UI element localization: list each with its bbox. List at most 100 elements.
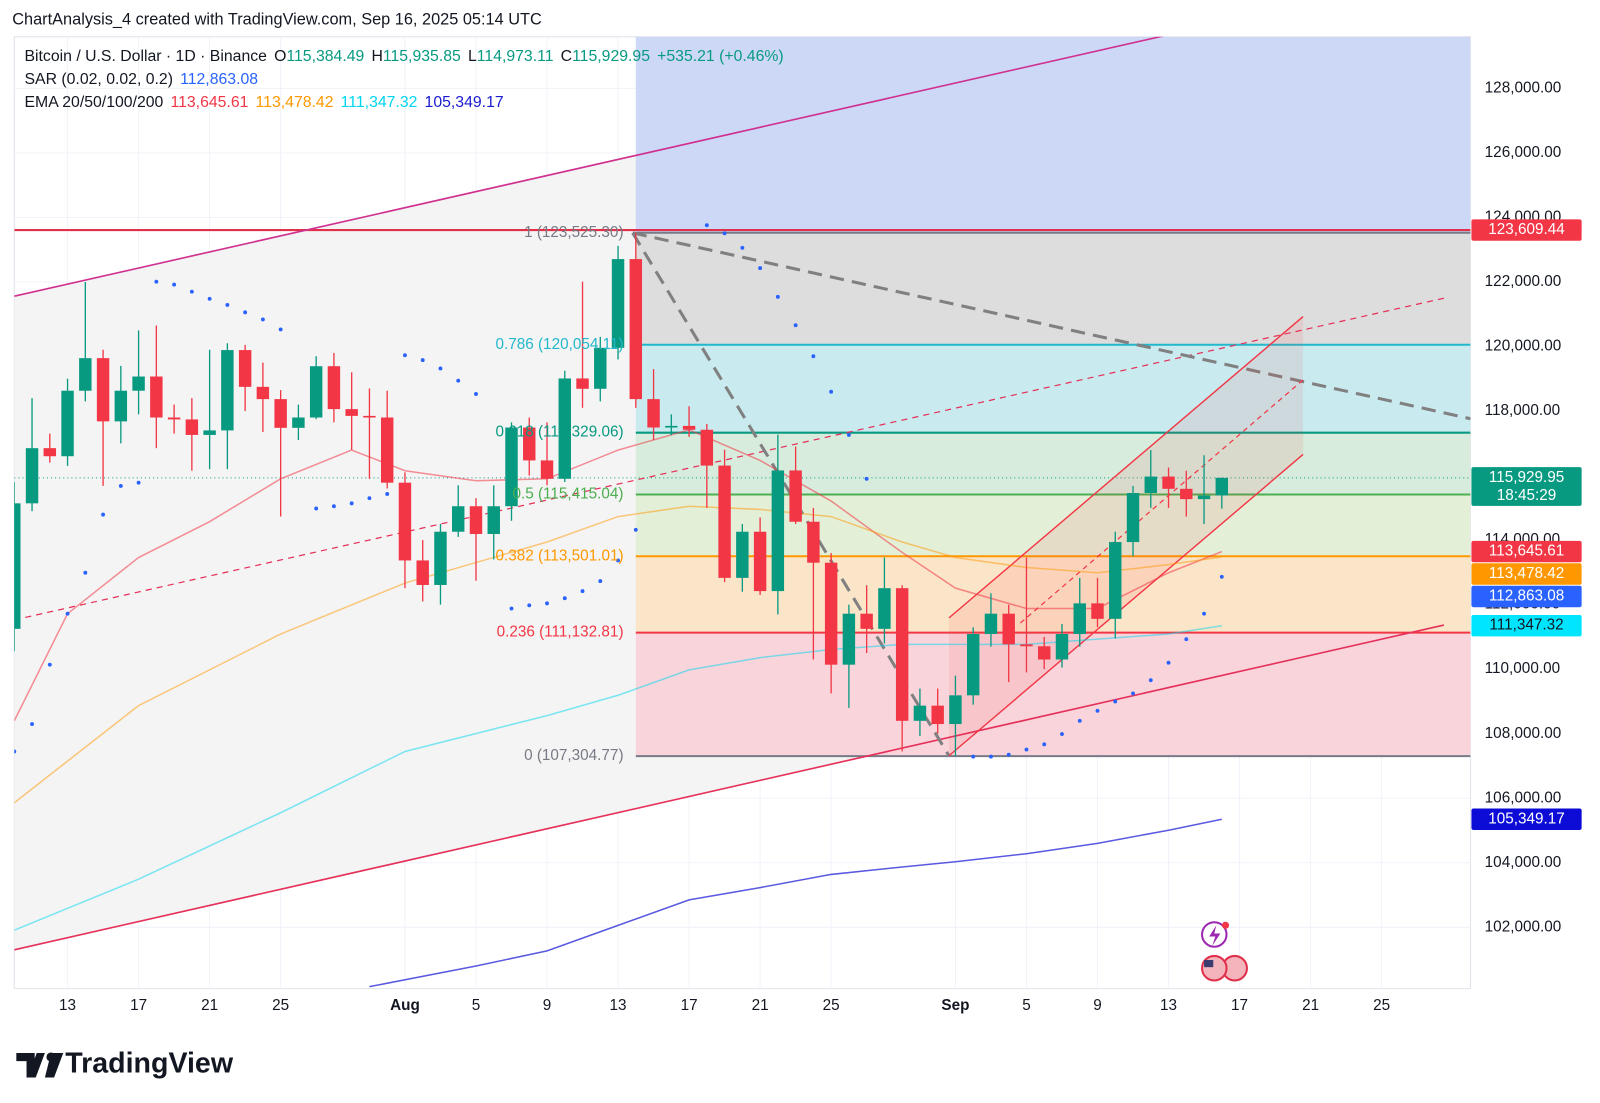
candle-body: [79, 358, 92, 391]
sar-dot: [438, 366, 443, 371]
sar-dot: [775, 294, 780, 299]
sar-dot: [1077, 718, 1082, 723]
candle-body: [789, 470, 802, 522]
x-tick-label: 5: [1022, 997, 1031, 1014]
candle-body: [167, 417, 181, 420]
fib-label: 0.786 (120,054.11): [495, 336, 623, 353]
candle-body: [576, 378, 589, 389]
trend-dash: [632, 231, 1471, 421]
sar-dot: [14, 749, 17, 754]
price-badge: [1471, 614, 1582, 637]
candle-body: [523, 427, 536, 461]
sar-dot: [633, 527, 638, 532]
legend-key: H: [371, 48, 382, 65]
sar-dot: [314, 506, 319, 511]
legend-value: 115,384.49: [286, 48, 364, 65]
legend-value: 105,349.17: [425, 94, 504, 111]
legend-row: EMA 20/50/100/200 113,645.61 113,478.42 111…: [24, 94, 503, 111]
event-icon: [1209, 925, 1221, 946]
rising-channel-fill: [948, 316, 1304, 756]
sar-dot: [811, 354, 816, 359]
sar-dot: [456, 378, 461, 383]
candle-body: [771, 470, 785, 592]
x-tick-label: 25: [272, 997, 289, 1014]
sar-dot: [722, 231, 727, 236]
fib-zone: [635, 232, 1471, 345]
flag-icon: [1204, 960, 1214, 968]
price-badge: [1471, 467, 1582, 506]
candle-body: [753, 531, 767, 592]
sar-dot: [154, 279, 159, 284]
x-tick-label: 17: [681, 997, 698, 1014]
y-tick-label: 108,000.00: [1485, 725, 1562, 742]
candle-body: [895, 588, 909, 721]
y-tick-label: 110,000.00: [1485, 660, 1560, 677]
candle-body: [150, 376, 163, 418]
fib-zone: [635, 36, 1471, 233]
fib-label: 0.618 (117,329.06): [495, 424, 623, 441]
candle-body: [949, 695, 962, 725]
candle-body: [842, 613, 856, 665]
legend-value: 114,973.11: [477, 48, 554, 65]
legend-title: EMA 20/50/100/200: [24, 94, 163, 111]
candle-body: [594, 347, 607, 389]
channel-mid: [14, 297, 1445, 621]
sar-dot: [260, 317, 265, 322]
legend-value: 112,863.08: [180, 71, 258, 88]
candle-body: [398, 482, 412, 561]
sar-dot: [136, 480, 141, 485]
candle-body: [718, 465, 731, 578]
y-tick-label: 122,000.00: [1485, 273, 1562, 290]
sar-dot: [385, 492, 390, 496]
candle-body: [256, 386, 270, 400]
candle-body: [487, 506, 500, 534]
sar-dot: [420, 358, 425, 363]
x-tick-label: 25: [823, 997, 840, 1014]
y-tick-label: 104,000.00: [1485, 854, 1562, 871]
sar-dot: [1113, 699, 1118, 704]
sar-dot: [562, 596, 567, 601]
channel-top: [14, 36, 1164, 297]
sar-dot: [598, 579, 603, 584]
candle-body: [309, 366, 323, 418]
sar-dot: [367, 496, 372, 501]
price-countdown: 18:45:29: [1497, 487, 1557, 504]
y-tick-label: 102,000.00: [1485, 918, 1562, 935]
sar-dot: [1219, 574, 1224, 579]
sar-dot: [278, 327, 283, 332]
legend-row: Bitcoin / U.S. Dollar · 1D · Binance O115…: [24, 48, 783, 65]
price-badge-label: 105,349.17: [1488, 810, 1565, 827]
sar-dot: [1131, 691, 1135, 696]
x-tick-label: 21: [752, 997, 769, 1014]
sar-dot: [172, 282, 177, 287]
y-tick-label: 120,000.00: [1485, 338, 1562, 355]
indicators: [14, 223, 1224, 988]
candle-body: [203, 430, 216, 435]
candle-body: [611, 259, 625, 348]
price-badge: [1471, 563, 1582, 585]
price-badge-label: 123,609.44: [1488, 221, 1565, 238]
candle-body: [380, 417, 394, 483]
fib-label: 0.382 (113,501.01): [495, 547, 623, 564]
candle-body: [1109, 542, 1122, 619]
x-tick-label: 13: [59, 997, 76, 1014]
candle-body: [913, 705, 927, 721]
candle-body: [1126, 493, 1140, 543]
sar-dot: [527, 603, 532, 608]
legend-title: Bitcoin / U.S. Dollar · 1D · Binance: [24, 48, 267, 65]
y-tick-label: 118,000.00: [1485, 402, 1560, 419]
candle-body: [96, 358, 110, 422]
candle-body: [665, 425, 678, 428]
sar-dot: [740, 245, 745, 250]
ema-line: [14, 505, 1222, 804]
y-tick-label: 126,000.00: [1485, 144, 1562, 161]
sar-dot: [545, 601, 549, 606]
legend-value: 113,645.61: [170, 94, 248, 111]
ema-line: [369, 818, 1222, 988]
sar-dot: [65, 611, 70, 616]
candle-body: [682, 425, 696, 430]
sar-dot: [207, 296, 212, 301]
candle-body: [647, 399, 660, 428]
legend-key: C: [561, 48, 572, 65]
